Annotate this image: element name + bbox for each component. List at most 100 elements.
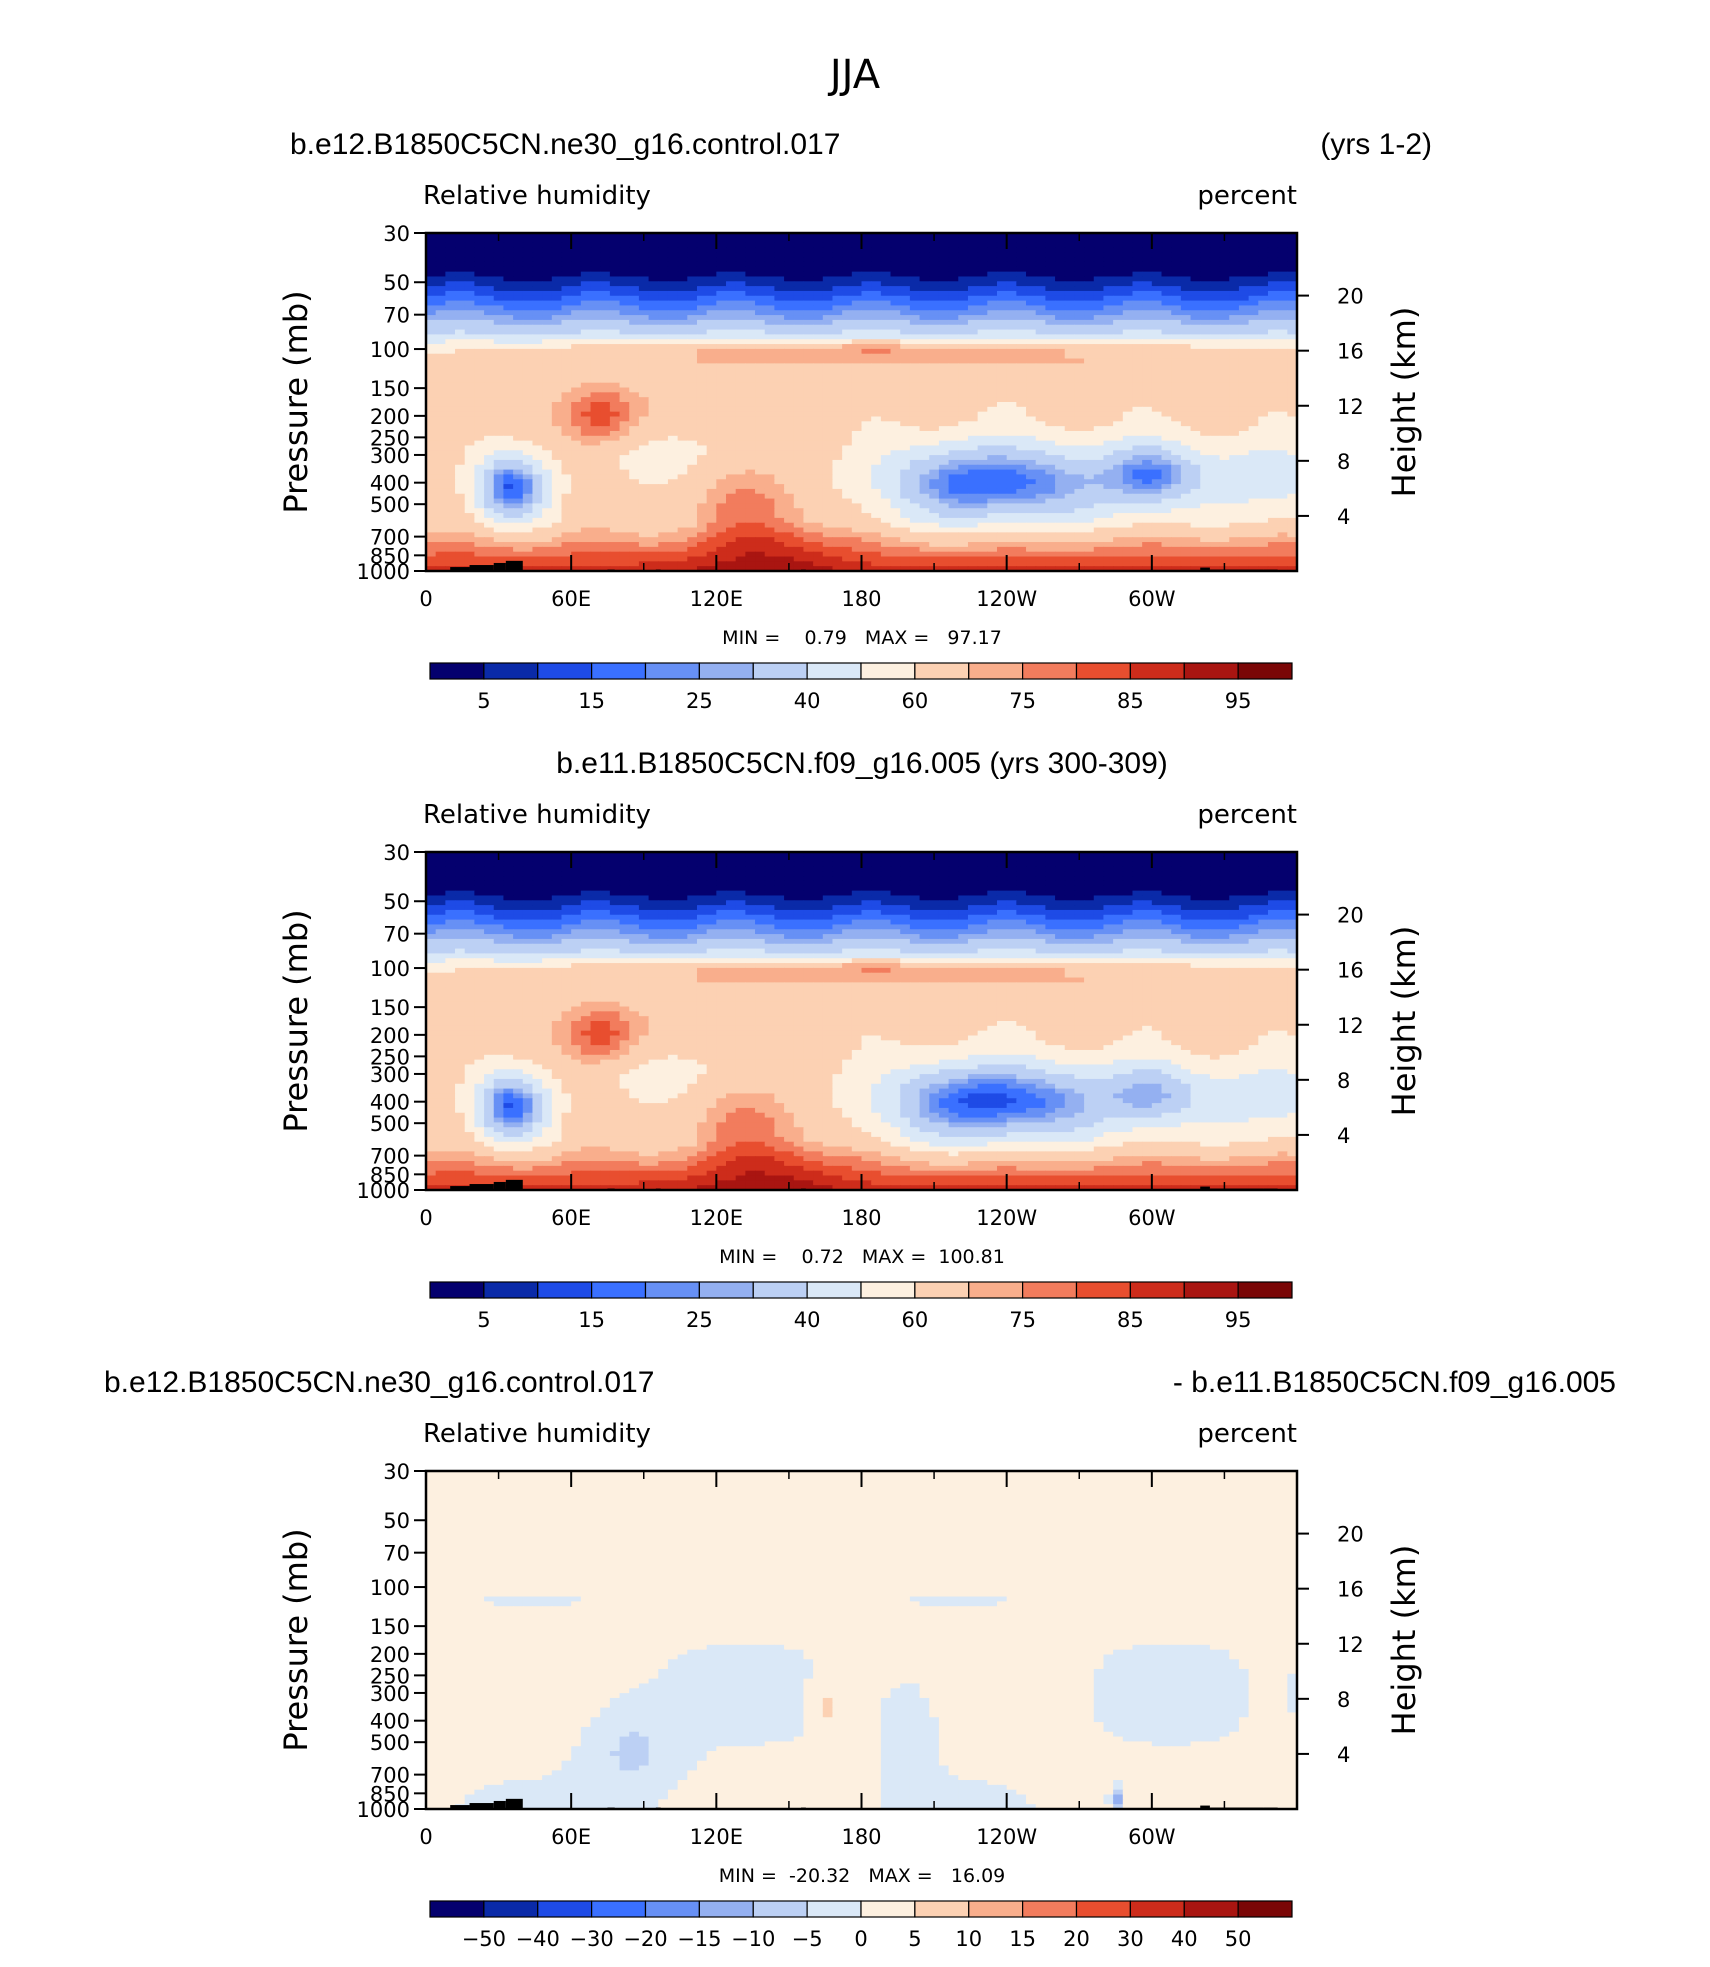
colorbar-swatch <box>806 1900 862 1918</box>
pressure-label: 300 <box>370 444 410 468</box>
topography-block <box>505 1179 523 1190</box>
colorbar-label: −10 <box>731 1927 775 1951</box>
topography-block <box>450 1186 470 1190</box>
colorbar-swatch <box>591 1900 647 1918</box>
x-tick-label: 60W <box>1128 587 1176 611</box>
panel-2-variable: Relative humidity <box>423 800 651 830</box>
panel-1-colorbar: 5 15 25 40 60 75 85 95 <box>429 662 1293 713</box>
height-label: 12 <box>1337 1014 1364 1038</box>
colorbar-label: 5 <box>477 1308 490 1332</box>
panel-3: b.e12.B1850C5CN.ne30_g16.control.017 - b… <box>104 1366 1616 1951</box>
colorbar-swatch <box>591 1281 647 1299</box>
panel-2-ylabel-left: Pressure (mb) <box>277 909 315 1132</box>
colorbar-swatch <box>860 1900 916 1918</box>
height-label: 4 <box>1337 505 1350 529</box>
colorbar-label: 25 <box>686 1308 713 1332</box>
x-tick-label: 60E <box>551 587 591 611</box>
panel-1: b.e12.B1850C5CN.ne30_g16.control.017 (yr… <box>277 128 1432 713</box>
colorbar-swatch <box>914 662 970 680</box>
pressure-label: 500 <box>370 1112 410 1136</box>
colorbar-swatch <box>698 1900 754 1918</box>
pressure-label: 200 <box>370 1024 410 1048</box>
x-tick-label: 60E <box>551 1206 591 1230</box>
x-tick-label: 120W <box>976 1206 1037 1230</box>
panel-2-stats: MIN = 0.72 MAX = 100.81 <box>719 1246 1005 1268</box>
panel-1-stats: MIN = 0.79 MAX = 97.17 <box>722 627 1002 649</box>
topography-block <box>505 560 523 571</box>
pressure-label: 50 <box>383 1509 410 1533</box>
pressure-label: 70 <box>383 923 410 947</box>
colorbar-swatch <box>860 1281 916 1299</box>
colorbar-label: 50 <box>1225 1927 1252 1951</box>
x-tick-label: 120E <box>690 1206 743 1230</box>
height-label: 16 <box>1337 1578 1364 1602</box>
pressure-label: 150 <box>370 996 410 1020</box>
colorbar-label: −5 <box>792 1927 823 1951</box>
colorbar-swatch <box>806 1281 862 1299</box>
colorbar-label: 60 <box>902 1308 929 1332</box>
colorbar-label: 15 <box>1009 1927 1036 1951</box>
pressure-label: 400 <box>370 1710 410 1734</box>
colorbar-swatch <box>483 662 539 680</box>
panel-3-title-left: b.e12.B1850C5CN.ne30_g16.control.017 <box>104 1366 654 1399</box>
colorbar-label: 60 <box>902 689 929 713</box>
colorbar-swatch <box>860 662 916 680</box>
pressure-label: 100 <box>370 1576 410 1600</box>
height-label: 16 <box>1337 340 1364 364</box>
pressure-label: 50 <box>383 271 410 295</box>
topography-block <box>469 1803 494 1809</box>
colorbar-swatch <box>1129 1900 1185 1918</box>
colorbar-swatch <box>968 1900 1024 1918</box>
panel-1-title-right: (yrs 1-2) <box>1320 128 1432 161</box>
panel-3-ylabel-left: Pressure (mb) <box>277 1528 315 1751</box>
colorbar-label: 20 <box>1063 1927 1090 1951</box>
panel-2-units: percent <box>1197 800 1297 830</box>
topography-block <box>1200 567 1210 571</box>
pressure-label: 150 <box>370 1615 410 1639</box>
panel-2-title: b.e11.B1850C5CN.f09_g16.005 (yrs 300-309… <box>556 747 1168 780</box>
panel-2-ylabel-right: Height (km) <box>1385 926 1423 1117</box>
colorbar-swatch <box>968 662 1024 680</box>
colorbar-label: −30 <box>569 1927 613 1951</box>
colorbar-swatch <box>483 1281 539 1299</box>
topography-block <box>469 1184 494 1190</box>
colorbar-label: 85 <box>1117 1308 1144 1332</box>
colorbar-swatch <box>1183 1900 1239 1918</box>
topography-block <box>493 1800 506 1809</box>
colorbar-label: 40 <box>794 1308 821 1332</box>
height-label: 4 <box>1337 1743 1350 1767</box>
colorbar-swatch <box>429 662 485 680</box>
colorbar-swatch <box>1129 662 1185 680</box>
colorbar-label: 40 <box>794 689 821 713</box>
x-tick-label: 120E <box>690 1825 743 1849</box>
pressure-label: 30 <box>383 841 410 865</box>
pressure-label: 300 <box>370 1682 410 1706</box>
colorbar-swatch <box>752 662 808 680</box>
colorbar-swatch <box>1237 1900 1293 1918</box>
colorbar-label: 15 <box>578 689 605 713</box>
colorbar-swatch <box>698 662 754 680</box>
pressure-label: 250 <box>370 426 410 450</box>
colorbar-label: 95 <box>1225 689 1252 713</box>
height-label: 12 <box>1337 1633 1364 1657</box>
height-label: 8 <box>1337 1688 1350 1712</box>
colorbar-label: −15 <box>677 1927 721 1951</box>
panel-3-stats: MIN = -20.32 MAX = 16.09 <box>719 1865 1006 1887</box>
colorbar-label: 10 <box>955 1927 982 1951</box>
pressure-label: 1000 <box>357 1179 410 1203</box>
colorbar-swatch <box>429 1900 485 1918</box>
colorbar-label: 75 <box>1009 689 1036 713</box>
x-tick-label: 0 <box>419 1206 432 1230</box>
x-tick-label: 120W <box>976 1825 1037 1849</box>
topography-block <box>493 1181 506 1190</box>
colorbar-swatch <box>914 1281 970 1299</box>
panel-1-ylabel-left: Pressure (mb) <box>277 290 315 513</box>
panel-3-variable: Relative humidity <box>423 1419 651 1449</box>
colorbar-swatch <box>644 1900 700 1918</box>
height-label: 20 <box>1337 904 1364 928</box>
colorbar-swatch <box>968 1281 1024 1299</box>
colorbar-swatch <box>537 662 593 680</box>
